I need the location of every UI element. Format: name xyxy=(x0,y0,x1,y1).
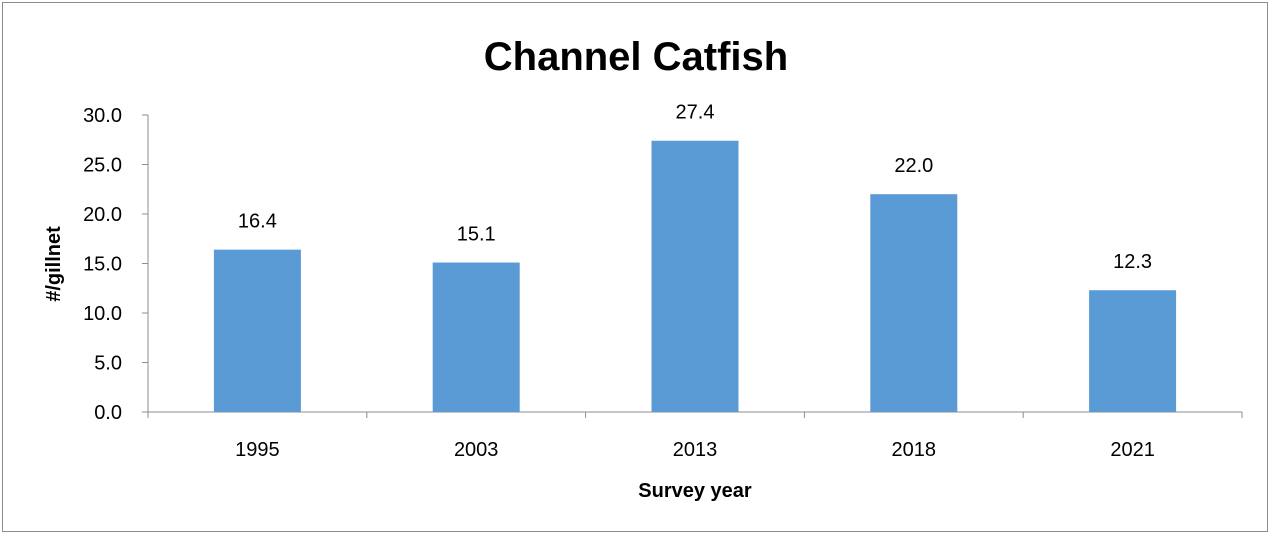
y-tick-label: 20.0 xyxy=(83,204,122,226)
y-tick-label: 5.0 xyxy=(94,353,122,375)
y-tick-label: 10.0 xyxy=(83,303,122,325)
x-tick-label: 1995 xyxy=(235,439,280,461)
data-label-2021: 12.3 xyxy=(1113,251,1152,273)
x-axis: 1995 2003 2013 2018 2021 xyxy=(147,411,1243,461)
x-tick-label: 2013 xyxy=(673,439,718,461)
x-axis-label: Survey year xyxy=(638,480,752,502)
data-label-2003: 15.1 xyxy=(457,224,496,246)
chart-title: Channel Catfish xyxy=(484,35,788,79)
bar-2003 xyxy=(432,262,520,412)
y-tick-label: 30.0 xyxy=(83,105,122,127)
y-axis: 0.0 5.0 10.0 15.0 20.0 25.0 30.0 xyxy=(83,105,149,424)
bar-2013 xyxy=(651,140,739,413)
x-tick-label: 2003 xyxy=(454,439,499,461)
x-tick-label: 2021 xyxy=(1110,439,1155,461)
x-tick-label: 2018 xyxy=(892,439,937,461)
data-label-1995: 16.4 xyxy=(238,211,277,233)
y-tick-label: 15.0 xyxy=(83,254,122,276)
bars: 16.4 15.1 27.4 22.0 12.3 xyxy=(213,102,1177,413)
y-tick-label: 0.0 xyxy=(94,402,122,424)
data-label-2013: 27.4 xyxy=(676,102,715,124)
y-tick-label: 25.0 xyxy=(83,155,122,177)
data-label-2018: 22.0 xyxy=(894,155,933,177)
y-axis-label: #/gillnet xyxy=(43,226,65,302)
bar-1995 xyxy=(213,249,301,412)
bar-2021 xyxy=(1089,290,1177,412)
bar-2018 xyxy=(870,194,958,412)
